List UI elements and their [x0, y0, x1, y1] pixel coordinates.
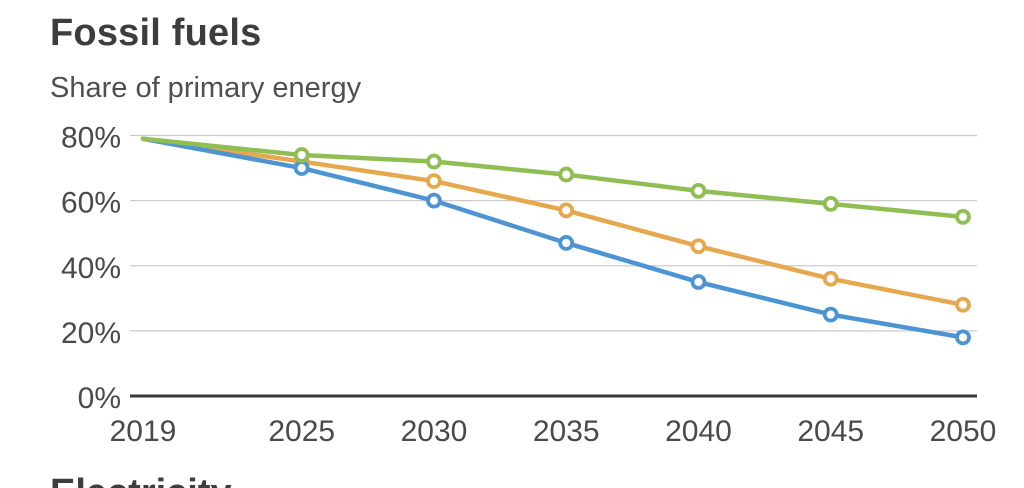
y-tick-label: 20%: [61, 317, 121, 350]
data-point-green-line: [426, 153, 442, 170]
y-tick-label: 60%: [61, 187, 121, 220]
data-point-blue-line: [690, 274, 707, 290]
x-tick-label: 2050: [930, 415, 997, 448]
x-tick-label: 2035: [533, 415, 600, 448]
chart-title: Fossil fuels: [50, 12, 262, 54]
data-point-orange-line: [558, 202, 575, 219]
data-point-orange-line: [690, 238, 707, 255]
data-point-blue-line: [955, 329, 971, 346]
y-tick-label: 80%: [61, 122, 121, 155]
data-point-blue-line: [293, 160, 310, 176]
y-tick-label: 0%: [78, 382, 121, 415]
data-point-blue-line: [822, 306, 839, 323]
data-point-green-line: [558, 166, 575, 183]
x-tick-label: 2030: [401, 415, 468, 448]
series-blue-line: [140, 136, 966, 340]
next-section-title: Electricity: [50, 472, 232, 488]
data-point-green-line: [955, 209, 971, 225]
y-tick-label: 40%: [61, 252, 121, 285]
x-tick-label: 2019: [110, 415, 177, 448]
chart-subtitle: Share of primary energy: [50, 72, 362, 104]
data-point-orange-line: [426, 173, 442, 189]
data-point-green-line: [822, 195, 839, 212]
data-point-blue-line: [558, 235, 575, 251]
data-point-blue-line: [426, 192, 442, 209]
x-tick-label: 2045: [797, 415, 864, 448]
x-tick-label: 2025: [268, 415, 335, 448]
data-point-orange-line: [822, 270, 839, 287]
x-tick-label: 2040: [665, 415, 732, 448]
data-point-green-line: [690, 182, 707, 199]
data-point-green-line: [293, 147, 310, 163]
data-point-orange-line: [955, 296, 971, 313]
